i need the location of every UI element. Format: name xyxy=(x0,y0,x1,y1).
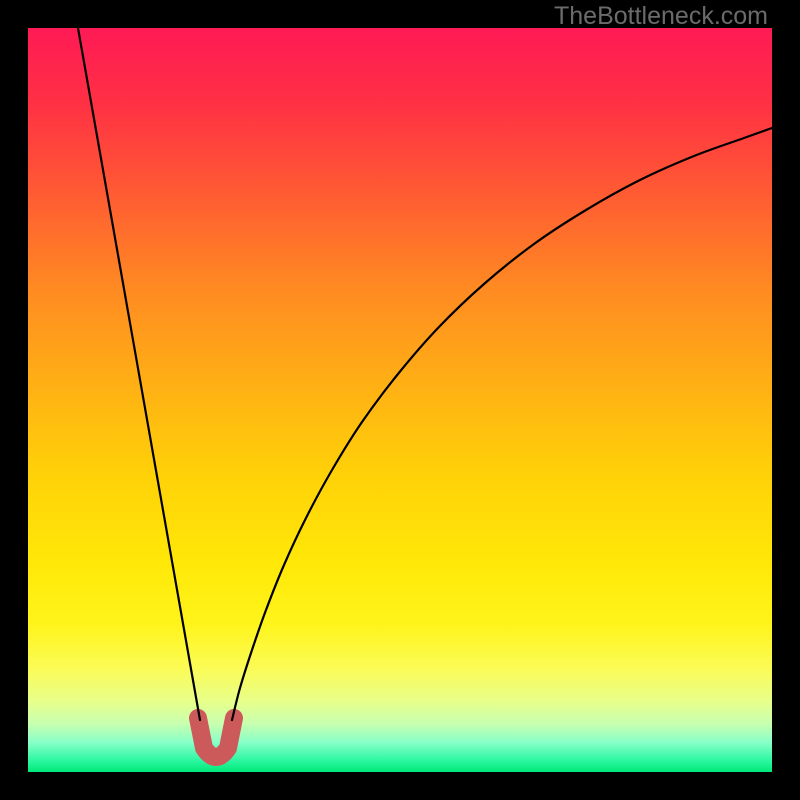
plot-area xyxy=(28,28,772,772)
left-curve xyxy=(78,28,200,720)
curve-layer xyxy=(28,28,772,772)
watermark-text: TheBottleneck.com xyxy=(554,2,768,31)
chart-root: TheBottleneck.com xyxy=(0,0,800,800)
valley-marker xyxy=(198,718,234,757)
right-curve xyxy=(232,128,772,720)
